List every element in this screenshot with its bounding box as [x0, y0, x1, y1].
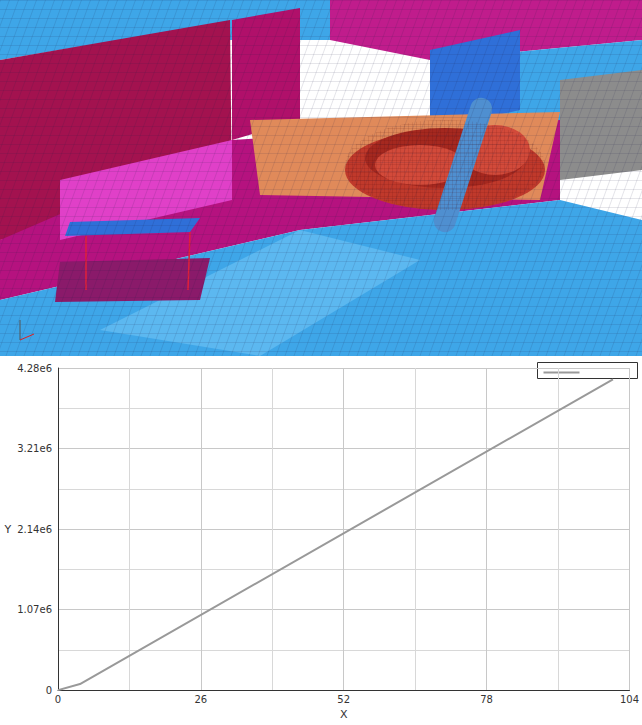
svg-text:2.14e6: 2.14e6 — [17, 524, 52, 535]
svg-text:26: 26 — [194, 694, 207, 705]
svg-text:104: 104 — [620, 694, 639, 705]
svg-text:0: 0 — [46, 685, 52, 696]
svg-text:52: 52 — [337, 694, 350, 705]
svg-text:0: 0 — [55, 694, 61, 705]
svg-text:78: 78 — [480, 694, 493, 705]
svg-text:1.07e6: 1.07e6 — [17, 604, 52, 615]
svg-text:4.28e6: 4.28e6 — [17, 363, 52, 374]
svg-text:X: X — [340, 708, 348, 721]
svg-text:3.21e6: 3.21e6 — [17, 443, 52, 454]
svg-text:Y: Y — [4, 523, 12, 536]
